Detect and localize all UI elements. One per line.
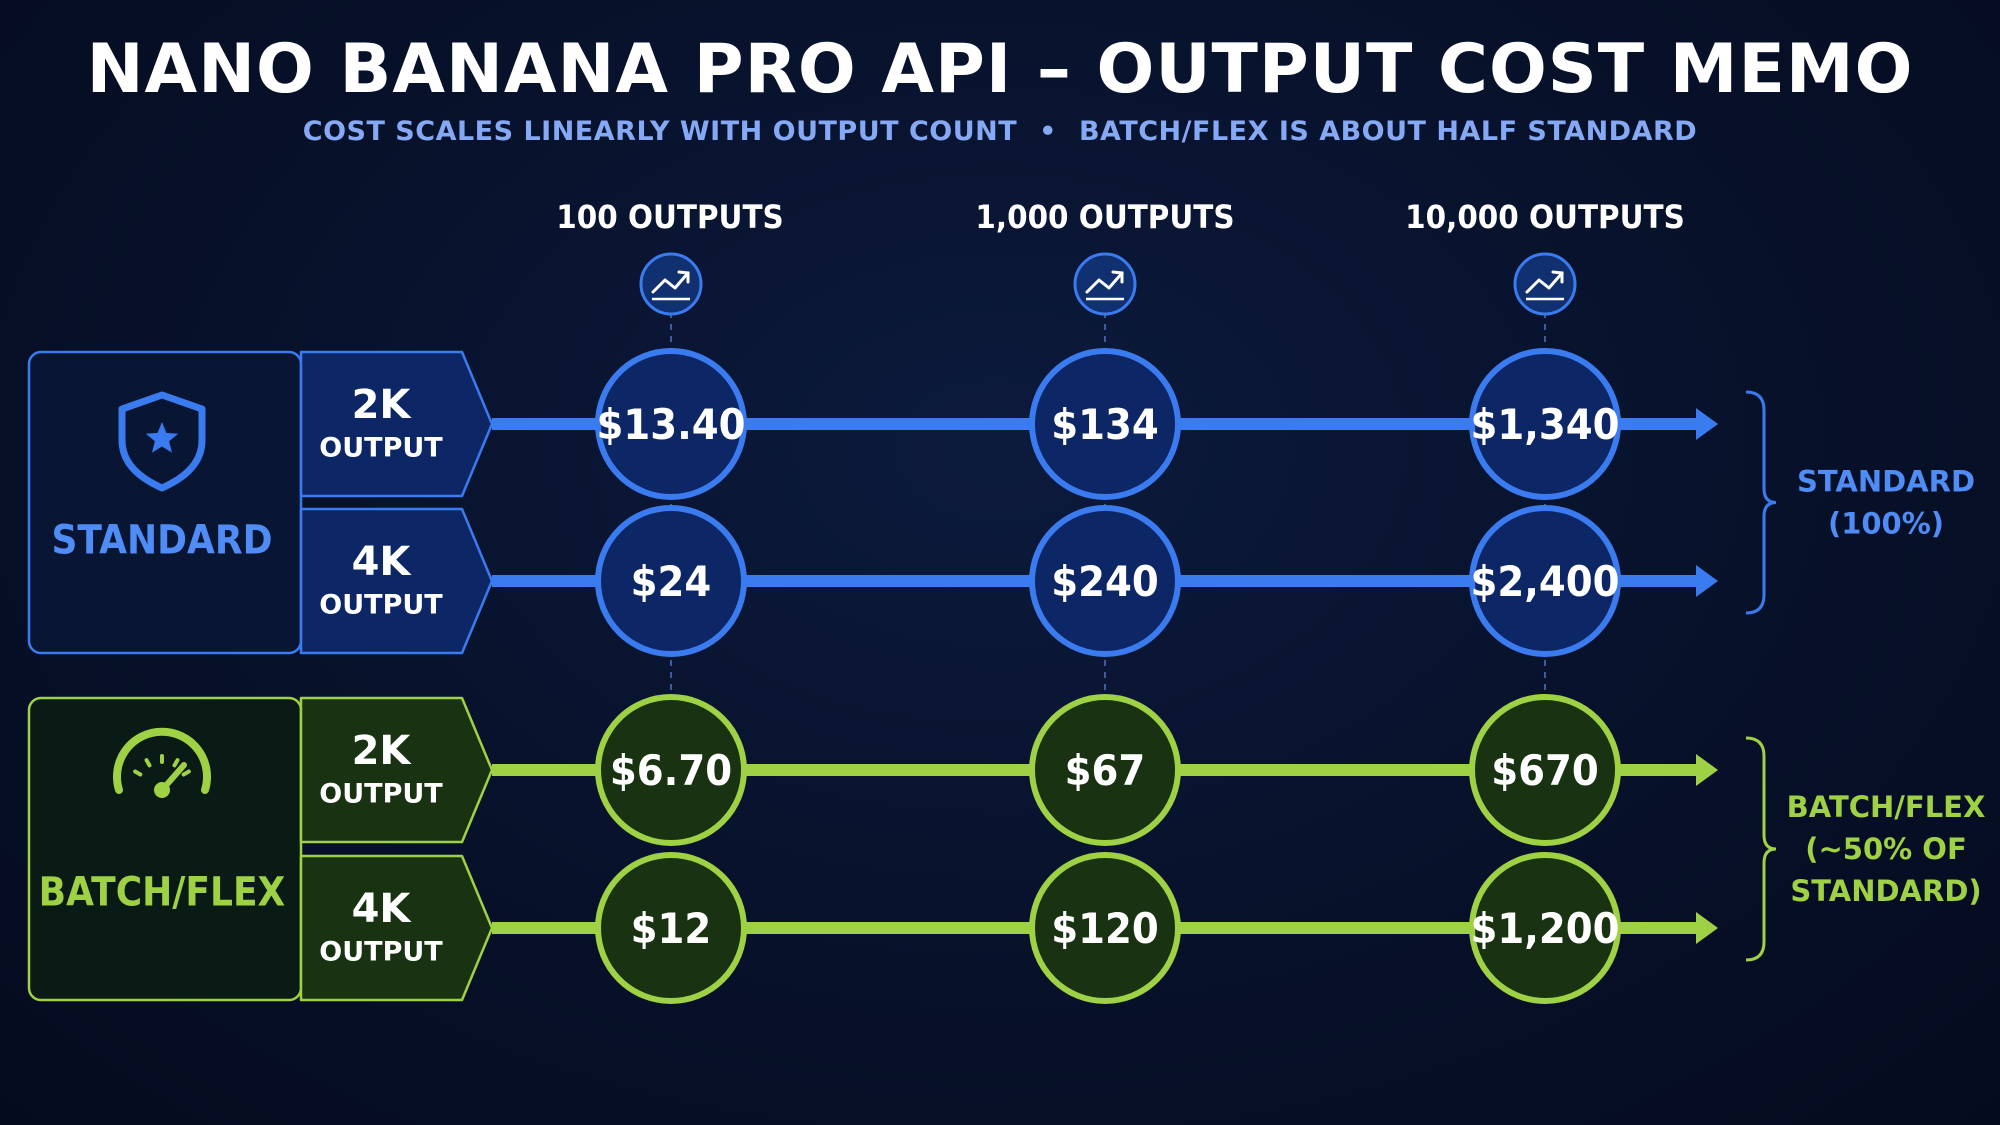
cost-bubble bbox=[1469, 505, 1621, 657]
bracket-label-line: BATCH/FLEX bbox=[1787, 790, 1986, 824]
cost-value: $67 bbox=[1065, 747, 1146, 796]
cost-value: $2,400 bbox=[1470, 558, 1619, 607]
row-label-resolution: 4K bbox=[352, 539, 413, 585]
tier-bracket bbox=[1745, 390, 1777, 615]
row-label-output: OUTPUT bbox=[319, 937, 443, 968]
page-title: NANO BANANA PRO API – OUTPUT COST MEMO bbox=[86, 30, 1914, 109]
gauge-arc bbox=[113, 727, 211, 794]
bracket-label-line: (~50% OF bbox=[1805, 832, 1967, 866]
row-label-resolution: 2K bbox=[352, 382, 413, 428]
cost-value: $24 bbox=[631, 558, 712, 607]
tier-name: BATCH/FLEX bbox=[39, 869, 286, 915]
bracket-label-line: (100%) bbox=[1828, 507, 1944, 541]
tier-panel bbox=[27, 350, 303, 655]
gauge-tick bbox=[133, 769, 143, 777]
cost-value: $6.70 bbox=[610, 747, 732, 796]
trend-icon-line bbox=[651, 271, 690, 294]
bracket-label-line: STANDARD) bbox=[1790, 874, 1981, 908]
cost-value: $1,200 bbox=[1470, 905, 1619, 954]
trend-icon-line bbox=[1085, 271, 1124, 294]
tier-panel bbox=[27, 696, 303, 1002]
gauge-hub bbox=[154, 782, 170, 798]
cost-value: $120 bbox=[1051, 905, 1159, 954]
trend-icon-arrowhead bbox=[1111, 270, 1124, 284]
column-header-1000: 1,000 OUTPUTS bbox=[975, 198, 1235, 236]
cost-bubble bbox=[595, 348, 747, 500]
gauge-tick bbox=[144, 758, 152, 768]
trend-icon-arrowhead bbox=[677, 270, 690, 284]
tier-bracket bbox=[1745, 736, 1777, 962]
cost-bubble bbox=[1469, 348, 1621, 500]
cost-row: 2K OUTPUT $6.70 $67 $670 bbox=[299, 694, 1718, 846]
cost-bubble bbox=[1029, 694, 1181, 846]
cost-bubble bbox=[1029, 348, 1181, 500]
row-flow-arrowhead bbox=[1696, 408, 1718, 440]
subtitle-separator: • bbox=[1039, 116, 1057, 147]
row-label-output: OUTPUT bbox=[319, 433, 443, 464]
cost-bubble bbox=[595, 505, 747, 657]
subtitle-right: BATCH/FLEX IS ABOUT HALF STANDARD bbox=[1078, 116, 1698, 147]
cost-row: 4K OUTPUT $24 $240 $2,400 bbox=[299, 505, 1718, 657]
cost-bubble bbox=[1029, 505, 1181, 657]
cost-bubble bbox=[595, 852, 747, 1004]
subtitle-left: COST SCALES LINEARLY WITH OUTPUT COUNT bbox=[302, 116, 1018, 147]
trend-icon-arrowhead bbox=[1551, 270, 1564, 284]
cost-bubble bbox=[1469, 852, 1621, 1004]
row-label-box bbox=[299, 350, 494, 498]
trend-icon-line bbox=[1525, 271, 1564, 294]
trend-up-icon bbox=[639, 252, 703, 316]
shield-outline bbox=[118, 391, 206, 492]
shield-star bbox=[145, 422, 179, 453]
tier-batch-flex: BATCH/FLEX BATCH/FLEX (~50% OF STANDARD) 2K O… bbox=[27, 694, 1986, 1004]
gauge-tick bbox=[172, 758, 180, 768]
cost-value: $670 bbox=[1491, 747, 1599, 796]
bracket-label-line: STANDARD bbox=[1797, 465, 1975, 499]
column-header-100: 100 OUTPUTS bbox=[556, 198, 784, 236]
cost-value: $12 bbox=[631, 905, 712, 954]
row-flow-arrowhead bbox=[1696, 565, 1718, 597]
cost-value: $13.40 bbox=[596, 401, 745, 450]
cost-value: $134 bbox=[1051, 401, 1159, 450]
row-label-resolution: 2K bbox=[352, 728, 413, 774]
cost-value: $1,340 bbox=[1470, 401, 1619, 450]
gauge-tick bbox=[181, 769, 191, 777]
tier-standard: STANDARD STANDARD (100%) 2K OUTPUT $13.40 $134… bbox=[27, 348, 1975, 657]
cost-bubble bbox=[1469, 694, 1621, 846]
cost-row: 4K OUTPUT $12 $120 $1,200 bbox=[299, 852, 1718, 1004]
row-label-output: OUTPUT bbox=[319, 590, 443, 621]
tier-name: STANDARD bbox=[51, 517, 272, 563]
shield-star-icon bbox=[118, 391, 206, 492]
row-label-output: OUTPUT bbox=[319, 779, 443, 810]
row-label-resolution: 4K bbox=[352, 886, 413, 932]
cost-bubble bbox=[1029, 852, 1181, 1004]
row-label-box bbox=[299, 854, 494, 1002]
speedometer-icon bbox=[113, 727, 211, 798]
row-flow-arrowhead bbox=[1696, 912, 1718, 944]
cost-row: 2K OUTPUT $13.40 $134 $1,340 bbox=[299, 348, 1718, 500]
trend-up-icon bbox=[1073, 252, 1137, 316]
row-flow-arrowhead bbox=[1696, 754, 1718, 786]
row-label-box bbox=[299, 696, 494, 844]
trend-up-icon bbox=[1513, 252, 1577, 316]
page-subtitle: COST SCALES LINEARLY WITH OUTPUT COUNT • B… bbox=[0, 116, 2000, 147]
cost-bubble bbox=[595, 694, 747, 846]
row-label-box bbox=[299, 507, 494, 655]
column-header-10000: 10,000 OUTPUTS bbox=[1405, 198, 1685, 236]
cost-value: $240 bbox=[1051, 558, 1159, 607]
